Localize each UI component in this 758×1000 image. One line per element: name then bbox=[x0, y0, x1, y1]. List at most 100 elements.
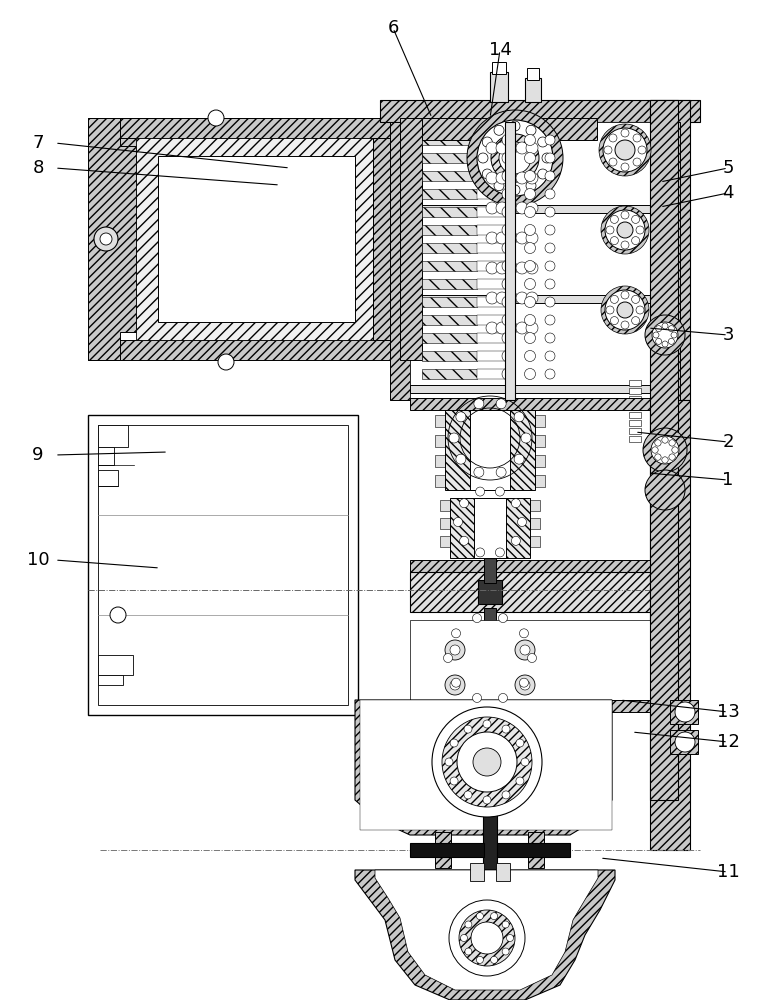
Text: 10: 10 bbox=[27, 551, 49, 569]
Bar bbox=[477, 153, 507, 163]
Circle shape bbox=[516, 292, 528, 304]
Bar bbox=[483, 800, 497, 900]
Circle shape bbox=[655, 454, 661, 460]
Circle shape bbox=[516, 739, 524, 747]
Bar bbox=[435, 832, 451, 868]
Circle shape bbox=[502, 278, 514, 290]
Bar bbox=[410, 205, 650, 213]
Polygon shape bbox=[435, 455, 445, 467]
Circle shape bbox=[506, 202, 518, 214]
Bar bbox=[410, 398, 650, 410]
Circle shape bbox=[502, 948, 509, 955]
Circle shape bbox=[506, 934, 513, 942]
Bar bbox=[422, 135, 477, 145]
Circle shape bbox=[601, 286, 649, 334]
Circle shape bbox=[636, 306, 644, 314]
Circle shape bbox=[502, 791, 510, 799]
Circle shape bbox=[621, 321, 629, 329]
Circle shape bbox=[502, 332, 514, 344]
Bar bbox=[98, 675, 123, 685]
Bar bbox=[477, 225, 507, 235]
Circle shape bbox=[465, 921, 472, 928]
Circle shape bbox=[645, 315, 685, 355]
Bar bbox=[98, 425, 128, 447]
Circle shape bbox=[442, 717, 532, 807]
Circle shape bbox=[656, 326, 662, 332]
Circle shape bbox=[510, 121, 520, 131]
Circle shape bbox=[525, 134, 535, 145]
Circle shape bbox=[475, 487, 484, 496]
Bar bbox=[98, 447, 114, 465]
Bar bbox=[422, 207, 477, 217]
Circle shape bbox=[545, 207, 555, 217]
Circle shape bbox=[606, 306, 614, 314]
Bar bbox=[450, 498, 530, 558]
Text: 6: 6 bbox=[387, 19, 399, 37]
Circle shape bbox=[494, 181, 504, 191]
Circle shape bbox=[526, 181, 536, 191]
Bar bbox=[410, 843, 484, 857]
Circle shape bbox=[526, 142, 538, 154]
Circle shape bbox=[675, 732, 695, 752]
Circle shape bbox=[603, 128, 647, 172]
Circle shape bbox=[499, 614, 507, 623]
Circle shape bbox=[452, 629, 461, 638]
Bar bbox=[98, 470, 118, 486]
Bar bbox=[422, 153, 477, 163]
Bar bbox=[136, 138, 373, 340]
Circle shape bbox=[474, 467, 484, 477]
Circle shape bbox=[502, 188, 514, 200]
Text: 2: 2 bbox=[722, 433, 734, 451]
Polygon shape bbox=[375, 870, 598, 990]
Circle shape bbox=[486, 232, 498, 244]
Polygon shape bbox=[355, 700, 612, 835]
Circle shape bbox=[652, 447, 658, 453]
Circle shape bbox=[516, 262, 528, 274]
Circle shape bbox=[669, 326, 675, 332]
Bar bbox=[505, 122, 515, 400]
Bar bbox=[629, 420, 641, 426]
Circle shape bbox=[610, 237, 619, 245]
Bar bbox=[88, 340, 405, 360]
Bar bbox=[390, 122, 410, 400]
Circle shape bbox=[604, 146, 612, 154]
Bar bbox=[650, 122, 680, 400]
Bar bbox=[477, 279, 507, 289]
Circle shape bbox=[605, 210, 645, 250]
Circle shape bbox=[474, 399, 484, 409]
Bar bbox=[98, 655, 133, 675]
Circle shape bbox=[601, 206, 649, 254]
Circle shape bbox=[655, 440, 661, 446]
Circle shape bbox=[514, 412, 524, 422]
Circle shape bbox=[464, 791, 472, 799]
Circle shape bbox=[475, 548, 484, 557]
Bar bbox=[477, 189, 507, 199]
Circle shape bbox=[615, 140, 635, 160]
Circle shape bbox=[506, 262, 518, 274]
Circle shape bbox=[473, 748, 501, 776]
Bar bbox=[158, 156, 355, 322]
Circle shape bbox=[525, 207, 535, 218]
Circle shape bbox=[100, 233, 112, 245]
Bar bbox=[397, 229, 421, 249]
Circle shape bbox=[516, 322, 528, 334]
Polygon shape bbox=[535, 455, 545, 467]
Circle shape bbox=[502, 260, 514, 272]
Circle shape bbox=[519, 629, 528, 638]
Bar bbox=[88, 415, 358, 715]
Circle shape bbox=[526, 202, 538, 214]
Bar bbox=[360, 700, 612, 830]
Circle shape bbox=[545, 261, 555, 271]
Bar bbox=[470, 863, 484, 881]
Circle shape bbox=[525, 314, 535, 326]
Bar bbox=[477, 207, 507, 217]
Bar bbox=[410, 572, 650, 612]
Circle shape bbox=[502, 242, 514, 254]
Bar bbox=[422, 243, 477, 253]
Circle shape bbox=[631, 317, 640, 325]
Circle shape bbox=[633, 134, 641, 142]
Circle shape bbox=[609, 134, 617, 142]
Bar bbox=[629, 428, 641, 434]
Bar bbox=[422, 333, 477, 343]
Circle shape bbox=[633, 158, 641, 166]
